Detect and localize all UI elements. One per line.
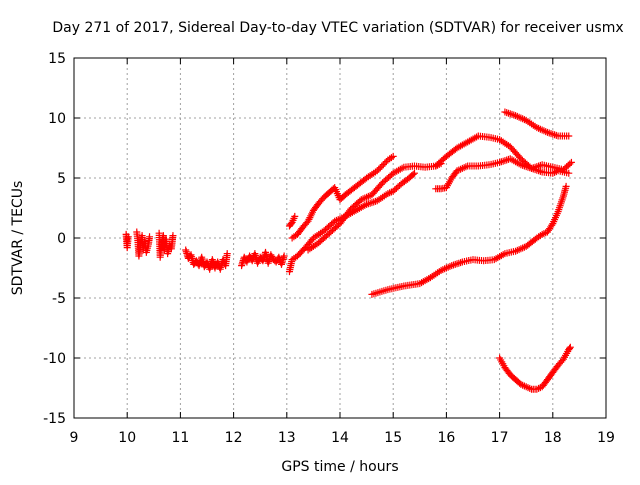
data-point [566,343,574,351]
x-tick-label: 14 [331,430,349,446]
series-cluster-10.0 [122,230,132,252]
data-points [122,108,575,393]
series-cluster-10.7 [155,229,177,261]
y-tick-label: -10 [43,351,66,367]
y-tick-labels: -15 -10 -5 0 5 10 15 [43,51,66,427]
data-point [379,161,387,169]
series-cluster-10.3 [133,228,154,260]
series-dense-12-13 [238,248,288,270]
series-arc-d [304,160,445,254]
data-point [410,169,418,177]
series-lower-rising [368,182,570,298]
y-tick-label: -5 [52,291,66,307]
data-point [146,233,154,241]
x-tick-label: 15 [384,430,402,446]
x-axis-label: GPS time / hours [281,459,398,475]
x-tick-label: 18 [544,430,562,446]
x-tick-label: 11 [171,430,189,446]
data-point [373,167,381,175]
x-tick-label: 13 [278,430,296,446]
y-tick-label: 5 [57,171,66,187]
x-tick-label: 10 [118,430,136,446]
series-dense-11-12 [182,246,231,273]
x-tick-labels: 9 10 11 12 13 14 15 16 17 18 19 [70,430,615,446]
y-tick-label: -15 [43,411,66,427]
data-point [169,232,177,240]
y-tick-label: 0 [57,231,66,247]
data-point [389,152,397,160]
data-point [291,212,299,220]
axis-ticks [73,57,607,419]
series-top-right [501,108,573,140]
x-tick-label: 9 [70,430,79,446]
x-tick-label: 16 [437,430,455,446]
data-point [124,233,132,241]
x-tick-label: 12 [225,430,243,446]
data-point [409,170,417,178]
data-point [566,160,574,168]
data-point [566,344,574,352]
chart-title: Day 271 of 2017, Sidereal Day-to-day VTE… [52,20,623,36]
x-tick-label: 19 [597,430,615,446]
data-point [565,169,573,177]
y-axis-label: SDTVAR / TECUs [10,181,26,296]
series-arc-c [288,152,397,242]
series-arc-second [432,155,575,193]
data-point [381,159,389,167]
data-point [548,221,556,229]
data-point [376,164,384,172]
data-point [567,158,575,166]
series-arc-b [285,212,299,230]
y-tick-label: 10 [48,111,66,127]
data-point [280,252,288,260]
y-tick-label: 15 [48,51,66,67]
data-point [223,250,231,258]
data-point [378,162,386,170]
data-point [375,165,383,173]
data-point [565,132,573,140]
grid [74,58,606,418]
data-point [562,182,570,190]
x-tick-label: 17 [491,430,509,446]
series-bottom-u [496,343,574,393]
